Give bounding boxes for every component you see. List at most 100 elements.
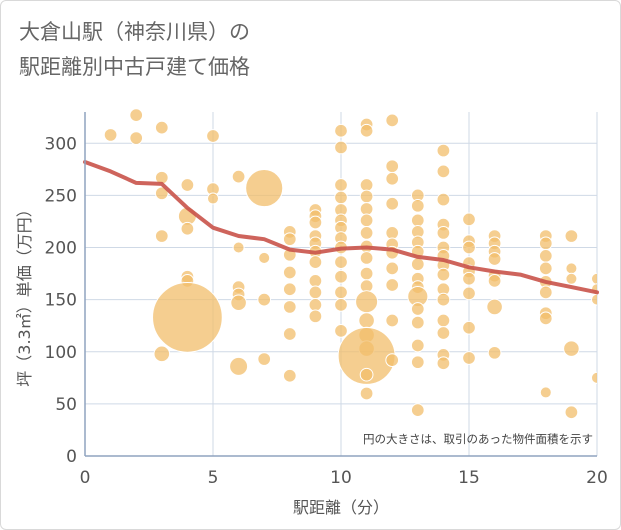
bubble-point <box>564 405 579 420</box>
bubble-series <box>103 108 597 420</box>
bubble-point <box>359 123 374 138</box>
bubble-point <box>462 271 476 286</box>
bubble-point <box>282 368 297 383</box>
bubble-point <box>334 123 348 138</box>
bubble-point <box>229 356 249 376</box>
bubble-point <box>487 345 502 360</box>
bubble-point <box>334 297 348 312</box>
bubble-point <box>436 313 451 328</box>
bubble-point <box>410 198 425 213</box>
bubble-point <box>462 286 476 301</box>
bubble-point <box>359 226 374 240</box>
size-note: 円の大きさは、取引のあった物件面積を示す <box>363 432 593 446</box>
bubble-point <box>462 212 476 227</box>
bubble-point <box>334 178 348 192</box>
bubble-point <box>385 113 400 128</box>
bubble-point <box>152 281 223 353</box>
bubble-point <box>180 178 195 192</box>
bubble-point <box>385 278 400 292</box>
chart-title-line-1: 大倉山駅（神奈川県）の <box>19 20 250 44</box>
bubble-point <box>538 285 553 300</box>
bubble-point <box>334 255 348 269</box>
bubble-point <box>359 213 374 228</box>
y-tick-label: 200 <box>45 239 77 259</box>
y-tick-label: 0 <box>66 447 77 467</box>
bubble-point <box>359 178 374 192</box>
bubble-point <box>358 312 375 329</box>
bubble-point <box>410 315 425 330</box>
bubble-point <box>308 274 323 288</box>
bubble-point <box>334 285 348 300</box>
bubble-point <box>154 120 169 135</box>
y-tick-label: 300 <box>45 134 77 154</box>
bubble-point <box>590 293 597 306</box>
bubble-point <box>538 261 553 276</box>
bubble-point <box>436 267 451 282</box>
bubble-point <box>410 403 425 417</box>
y-tick-label: 250 <box>45 186 77 206</box>
bubble-point <box>385 313 400 328</box>
bubble-point <box>308 309 323 324</box>
bubble-point <box>565 272 578 285</box>
bubble-point <box>153 345 171 363</box>
bubble-point <box>436 356 451 371</box>
bubble-point <box>436 143 451 158</box>
bubble-point <box>385 196 400 211</box>
bubble-point <box>282 327 297 341</box>
bubble-point <box>590 371 597 384</box>
grid-lines <box>84 112 598 457</box>
y-tick-label: 100 <box>45 343 77 363</box>
bubble-point <box>410 302 425 316</box>
bubble-point <box>462 351 476 365</box>
chart-title-line-2: 駅距離別中古戸建て価格 <box>19 55 250 79</box>
bubble-point <box>129 131 144 145</box>
bubble-point <box>565 262 578 275</box>
bubble-point <box>590 272 597 285</box>
bubble-point <box>231 169 246 184</box>
bubble-point <box>258 251 271 264</box>
bubble-point <box>486 298 503 316</box>
bubble-point <box>308 285 323 300</box>
bubble-point <box>282 282 297 297</box>
bubble-point <box>462 240 476 255</box>
bubble-point <box>282 300 297 314</box>
bubble-point <box>538 311 553 326</box>
bubble-point <box>334 190 348 205</box>
bubble-point <box>308 255 323 269</box>
bubble-point <box>206 129 220 143</box>
bubble-point <box>257 352 272 366</box>
bubble-point <box>103 128 118 142</box>
bubble-point <box>436 292 451 307</box>
bubble-point <box>487 252 502 266</box>
bubble-point <box>410 257 425 272</box>
bubble-point <box>359 251 374 265</box>
chart-title: 大倉山駅（神奈川県）の 駅距離別中古戸建て価格 <box>19 15 250 85</box>
x-tick-label: 5 <box>208 468 219 488</box>
y-tick-label: 50 <box>55 395 77 415</box>
bubble-point <box>232 241 245 254</box>
x-tick-label: 15 <box>458 468 480 488</box>
bubble-point <box>538 236 553 251</box>
bubble-point <box>154 229 169 243</box>
bubble-point <box>282 232 297 247</box>
bubble-point <box>245 169 284 208</box>
trend-line <box>83 160 599 295</box>
x-axis-label: 駅距離（分） <box>293 498 389 517</box>
bubble-point <box>385 261 400 276</box>
x-tick-label: 20 <box>586 468 608 488</box>
bubble-point <box>154 186 169 201</box>
bubble-point <box>334 324 348 338</box>
bubble-point <box>359 202 374 216</box>
bubble-point <box>359 266 374 281</box>
bubble-point <box>410 338 425 353</box>
bubble-point <box>462 320 476 335</box>
bubble-point <box>359 189 374 204</box>
bubble-point <box>359 386 374 401</box>
bubble-point <box>410 213 425 228</box>
bubble-point <box>436 192 451 207</box>
bubble-point <box>308 297 323 312</box>
bubble-point <box>539 386 552 399</box>
bubble-point <box>257 292 272 307</box>
